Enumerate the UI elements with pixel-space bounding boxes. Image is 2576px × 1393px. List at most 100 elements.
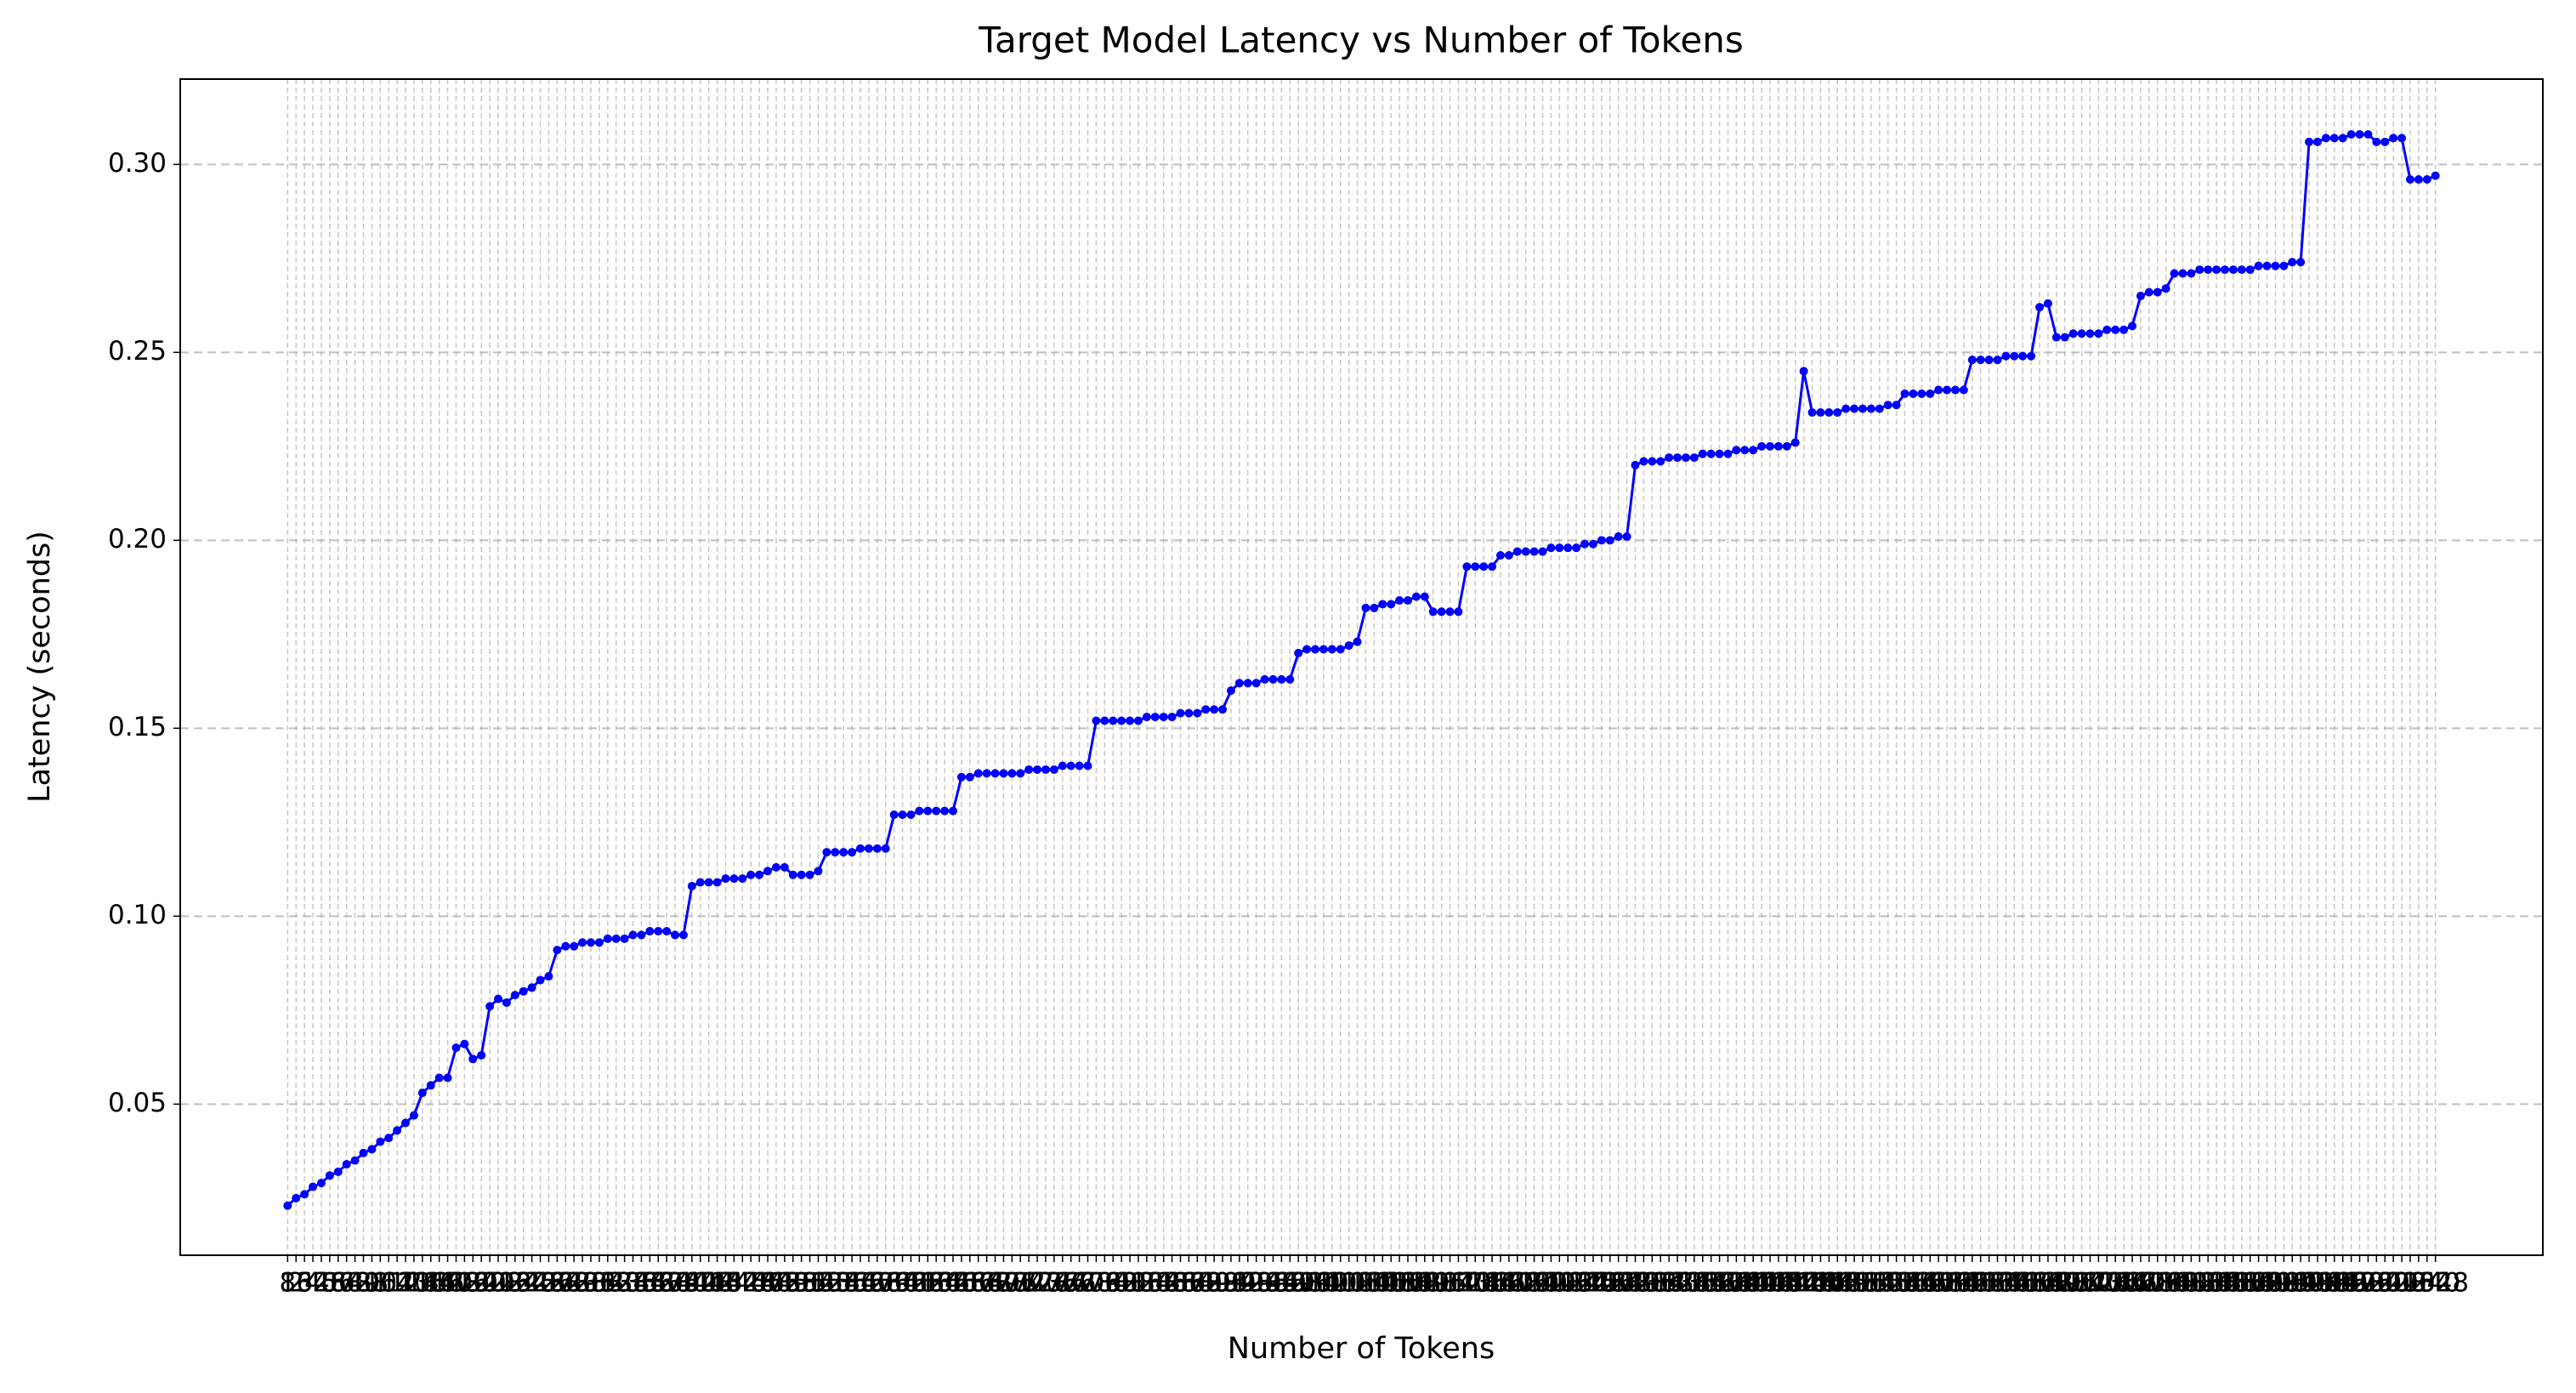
data-point [502,998,511,1007]
x-tick-label: 1352 [1669,1268,1736,1299]
x-tick-label: 2040 [2393,1268,2460,1299]
x-tick-label: 928 [1231,1268,1281,1299]
x-tick-label: 128 [389,1268,439,1299]
data-point [999,769,1008,778]
x-tick-label: 400 [675,1268,725,1299]
data-point [2254,261,2263,270]
x-tick-label: 472 [751,1268,801,1299]
x-tick-label: 1360 [1677,1268,1745,1299]
x-tick-label: 1072 [1375,1268,1442,1299]
x-tick-label: 664 [953,1268,1003,1299]
data-point [1226,686,1235,696]
x-tick-label: 1280 [1593,1268,1660,1299]
data-point [401,1118,411,1128]
x-tick-label: 1776 [2115,1268,2182,1299]
data-point [637,930,646,940]
data-point [1361,603,1370,612]
data-point [1850,404,1859,413]
x-tick-label: 1240 [1552,1268,1619,1299]
data-point [814,867,823,876]
data-point [1656,457,1665,466]
y-tick-label: 0.15 [108,712,167,742]
data-point [1588,539,1597,549]
data-point [1302,645,1312,654]
x-tick-label: 456 [735,1268,785,1299]
data-point [1782,441,1791,451]
x-tick-label: 320 [591,1268,641,1299]
x-tick-label: 1032 [1332,1268,1399,1299]
x-tick-label: 1296 [1610,1268,1677,1299]
data-point [1648,457,1657,466]
data-point [2288,258,2297,267]
data-point [1976,355,1985,365]
x-tick-label: 1896 [2242,1268,2309,1299]
data-point [2161,284,2170,293]
data-point [1934,385,1943,395]
data-point [1926,389,1935,398]
x-tick-label: 1096 [1399,1268,1467,1299]
x-tick-label: 1288 [1602,1268,1669,1299]
data-point [544,972,553,981]
data-point [973,769,983,778]
data-point [2119,325,2129,334]
data-point [2153,287,2162,297]
x-tick-label: 1792 [2132,1268,2199,1299]
x-tick-label: 1016 [1315,1268,1382,1299]
x-tick-label: 1680 [2014,1268,2081,1299]
x-tick-label: 1968 [2318,1268,2385,1299]
x-tick-label: 1568 [1897,1268,1964,1299]
x-tick-label: 1400 [1720,1268,1787,1299]
data-point [2111,325,2120,334]
x-tick-label: 480 [759,1268,809,1299]
data-point [2305,137,2314,146]
x-tick-label: 1952 [2301,1268,2368,1299]
x-tick-label: 8 [279,1268,296,1299]
x-tick-label: 816 [1113,1268,1163,1299]
x-tick-label: 1128 [1433,1268,1501,1299]
x-tick-label: 840 [1138,1268,1189,1299]
data-point [1210,705,1219,714]
data-point [1033,765,1042,774]
data-point [1512,547,1522,556]
x-tick-label: 1824 [2166,1268,2233,1299]
data-point [1311,645,1320,654]
data-point [2338,134,2347,143]
data-point [367,1145,377,1154]
x-tick-label: 1912 [2259,1268,2326,1299]
data-point [915,806,924,816]
data-point [788,870,797,879]
x-tick-label: 832 [1130,1268,1180,1299]
x-tick-label: 864 [1164,1268,1214,1299]
x-tick-label: 208 [473,1268,523,1299]
y-tick-label: 0.25 [108,336,167,367]
data-point [889,810,899,819]
x-tick-label: 624 [911,1268,962,1299]
x-tick-label: 800 [1097,1268,1147,1299]
x-tick-label: 1472 [1796,1268,1863,1299]
data-point [1665,453,1674,463]
x-tick-label: 1368 [1686,1268,1753,1299]
data-point [1580,539,1590,549]
x-tick-label: 432 [709,1268,759,1299]
x-tick-label: 312 [582,1268,633,1299]
data-point [2321,134,2330,143]
data-point [1563,543,1573,553]
data-point [1294,648,1303,657]
data-point [1066,761,1075,770]
x-tick-label: 1272 [1585,1268,1652,1299]
x-tick-label: 424 [701,1268,751,1299]
x-tick-label: 504 [785,1268,835,1299]
x-tick-label: 1960 [2309,1268,2376,1299]
x-tick-label: 712 [1004,1268,1054,1299]
x-tick-label: 136 [397,1268,447,1299]
x-tick-label: 1880 [2225,1268,2292,1299]
x-tick-label: 416 [692,1268,742,1299]
data-point [434,1073,444,1083]
x-tick-label: 536 [819,1268,869,1299]
data-point [283,1201,292,1210]
x-tick-label: 528 [810,1268,860,1299]
x-tick-label: 1416 [1737,1268,1804,1299]
x-tick-label: 256 [524,1268,574,1299]
x-tick-label: 168 [431,1268,481,1299]
data-point [856,844,865,853]
